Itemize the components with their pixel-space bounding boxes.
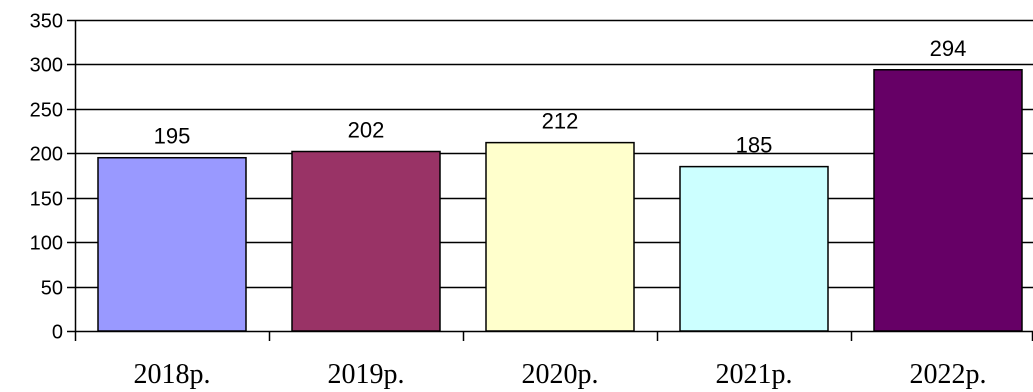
- bars: [97, 69, 1023, 332]
- data-label: 202: [348, 118, 385, 143]
- bar-2021р.: [679, 165, 829, 332]
- labels: 195 2018р. 202 2019р. 212 2020р. 185 2021р. 294 2…: [134, 36, 987, 390]
- data-label: 195: [154, 124, 191, 149]
- category-label: 2022р.: [910, 359, 987, 390]
- y-tick-label: 300: [30, 55, 63, 77]
- bar-2022р.: [873, 69, 1023, 332]
- y-tick-label: 350: [30, 11, 63, 33]
- y-tick-label: 250: [30, 100, 63, 122]
- category-label: 2021р.: [716, 359, 793, 390]
- bar-2020р.: [485, 141, 635, 332]
- data-label: 294: [930, 36, 967, 61]
- category-label: 2020р.: [522, 359, 599, 390]
- category-label: 2018р.: [134, 359, 211, 390]
- y-tick-label: 200: [30, 144, 63, 166]
- y-tick-label: 50: [41, 278, 63, 300]
- bar-2019р.: [291, 150, 441, 332]
- data-label: 185: [736, 133, 773, 158]
- y-tick-label: 0: [52, 322, 63, 344]
- category-label: 2019р.: [328, 359, 405, 390]
- y-tick-label: 150: [30, 189, 63, 211]
- y-tick-label: 100: [30, 233, 63, 255]
- data-label: 212: [542, 109, 579, 134]
- bar-2018р.: [97, 156, 247, 332]
